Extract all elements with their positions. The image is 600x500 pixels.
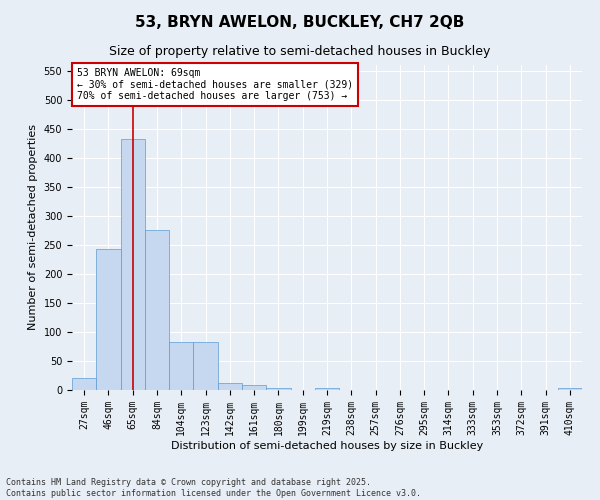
Text: Contains HM Land Registry data © Crown copyright and database right 2025.
Contai: Contains HM Land Registry data © Crown c… bbox=[6, 478, 421, 498]
Bar bbox=[145, 230, 169, 390]
Y-axis label: Number of semi-detached properties: Number of semi-detached properties bbox=[28, 124, 38, 330]
Bar bbox=[96, 249, 121, 390]
Text: 53 BRYN AWELON: 69sqm
← 30% of semi-detached houses are smaller (329)
70% of sem: 53 BRYN AWELON: 69sqm ← 30% of semi-deta… bbox=[77, 68, 353, 102]
X-axis label: Distribution of semi-detached houses by size in Buckley: Distribution of semi-detached houses by … bbox=[171, 440, 483, 450]
Bar bbox=[218, 383, 242, 390]
Bar bbox=[72, 378, 96, 390]
Bar bbox=[169, 342, 193, 390]
Text: 53, BRYN AWELON, BUCKLEY, CH7 2QB: 53, BRYN AWELON, BUCKLEY, CH7 2QB bbox=[136, 15, 464, 30]
Bar bbox=[266, 388, 290, 390]
Bar bbox=[242, 386, 266, 390]
Bar bbox=[315, 388, 339, 390]
Text: Size of property relative to semi-detached houses in Buckley: Size of property relative to semi-detach… bbox=[109, 45, 491, 58]
Bar bbox=[193, 342, 218, 390]
Bar bbox=[558, 388, 582, 390]
Bar bbox=[121, 138, 145, 390]
